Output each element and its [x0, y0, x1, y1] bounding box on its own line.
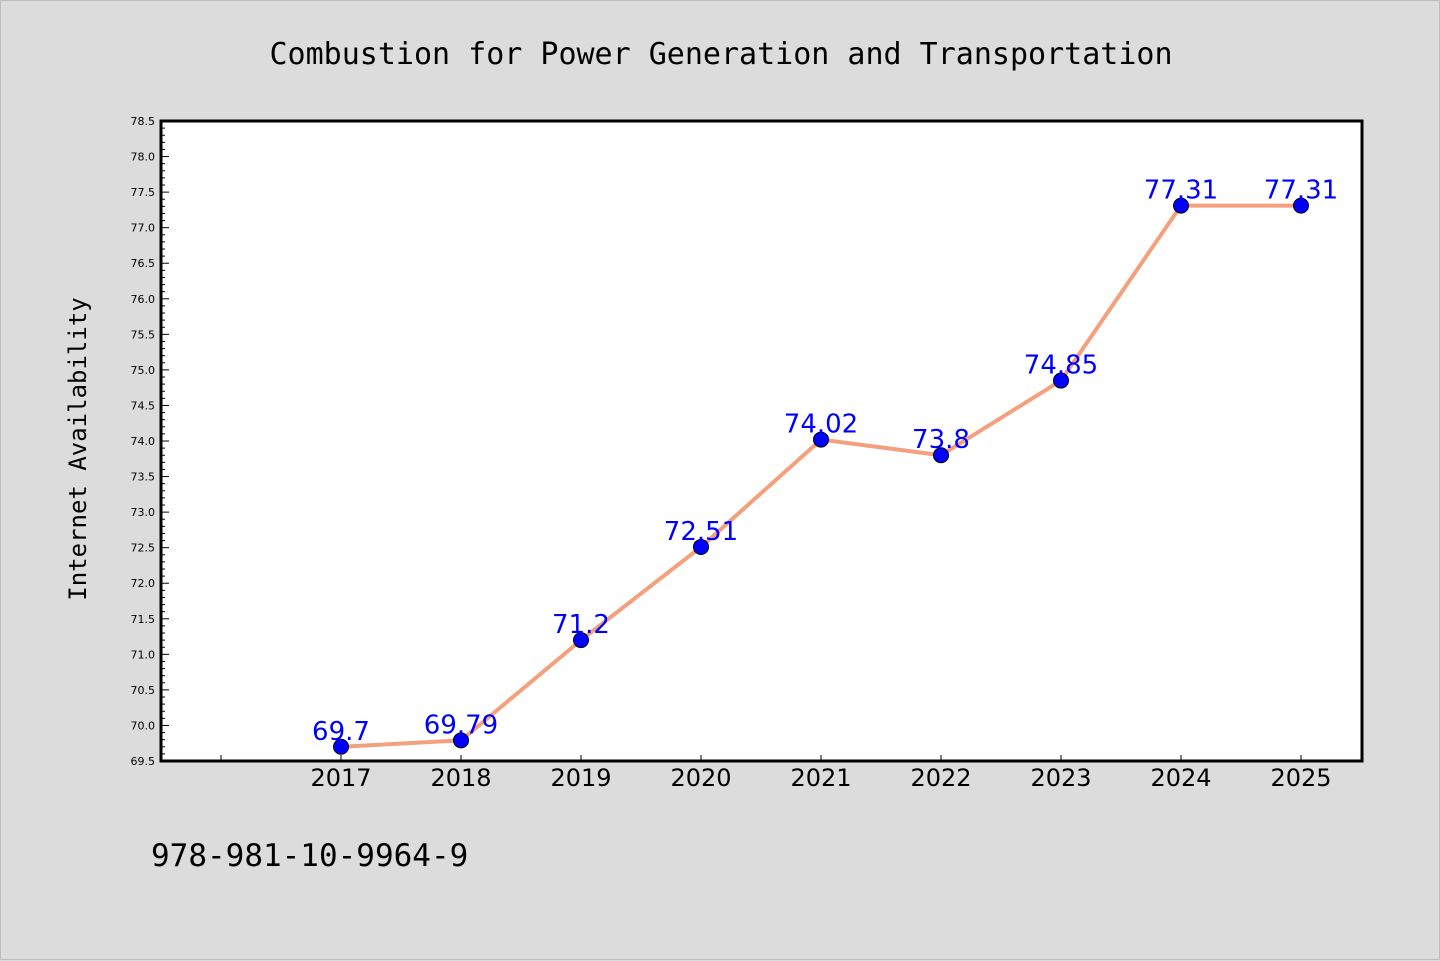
data-point: [933, 447, 949, 464]
data-label: 69.79: [424, 710, 498, 740]
data-label: 74.85: [1024, 351, 1098, 381]
y-tick-label: 71.0: [131, 648, 156, 661]
data-point: [453, 732, 469, 749]
data-point: [1053, 372, 1069, 389]
y-tick-label: 75.5: [131, 328, 156, 341]
data-point: [1293, 197, 1309, 214]
y-tick-label: 71.5: [131, 613, 156, 626]
data-label: 77.31: [1144, 176, 1218, 206]
data-point: [693, 538, 709, 555]
y-tick-label: 76.5: [131, 257, 156, 270]
y-tick-label: 73.5: [131, 471, 156, 484]
data-label: 77.31: [1264, 176, 1338, 206]
y-tick-label: 74.0: [131, 435, 156, 448]
isbn-footer: 978-981-10-9964-9: [151, 838, 468, 874]
x-axis-ticks: 2017 2018 2019 2020 2021 2022 2023 2024 2025: [220, 755, 1332, 792]
y-tick-label: 78.5: [131, 115, 156, 128]
data-labels-layer: 69.7 69.79 71.2 72.51 74.02 73.8 74.85 77.31 77.…: [312, 176, 1338, 747]
data-label: 74.02: [784, 410, 858, 440]
y-tick-label: 75.0: [131, 364, 156, 377]
data-point: [573, 632, 589, 649]
y-tick-label: 69.5: [131, 755, 156, 768]
data-label: 71.2: [552, 610, 610, 640]
chart-title: Combustion for Power Generation and Tran…: [269, 37, 1172, 72]
series-layer: [333, 197, 1309, 755]
y-axis-ticks: 69.5 70.0 70.5 71.0 71.5 72.0 72.5 73.0 73.5 74.0…: [131, 115, 169, 768]
y-axis-label: Internet Availability: [64, 297, 92, 600]
y-tick-label: 72.5: [131, 542, 156, 555]
x-tick-label: 2019: [550, 764, 611, 792]
x-tick-label: 2022: [910, 764, 971, 792]
x-tick-label: 2025: [1270, 764, 1331, 792]
data-point: [1173, 197, 1189, 214]
x-tick-label: 2018: [430, 764, 491, 792]
plot-area: [159, 119, 1364, 763]
x-tick-label: 2017: [310, 764, 371, 792]
x-tick-label: 2021: [790, 764, 851, 792]
y-tick-label: 77.0: [131, 222, 156, 235]
data-label: 72.51: [664, 517, 738, 547]
y-tick-label: 78.0: [131, 151, 156, 164]
y-tick-label: 73.0: [131, 506, 156, 519]
data-point: [813, 431, 829, 448]
data-label: 73.8: [912, 425, 970, 455]
x-tick-label: 2023: [1030, 764, 1091, 792]
y-tick-label: 74.5: [131, 399, 156, 412]
x-tick-label: 2020: [670, 764, 731, 792]
y-tick-label: 70.5: [131, 684, 156, 697]
y-tick-label: 72.0: [131, 577, 156, 590]
y-tick-label: 70.0: [131, 719, 156, 732]
x-tick-label: 2024: [1150, 764, 1211, 792]
y-tick-label: 77.5: [131, 186, 156, 199]
data-label: 69.7: [312, 717, 370, 747]
data-point: [333, 738, 349, 755]
y-tick-label: 76.0: [131, 293, 156, 306]
